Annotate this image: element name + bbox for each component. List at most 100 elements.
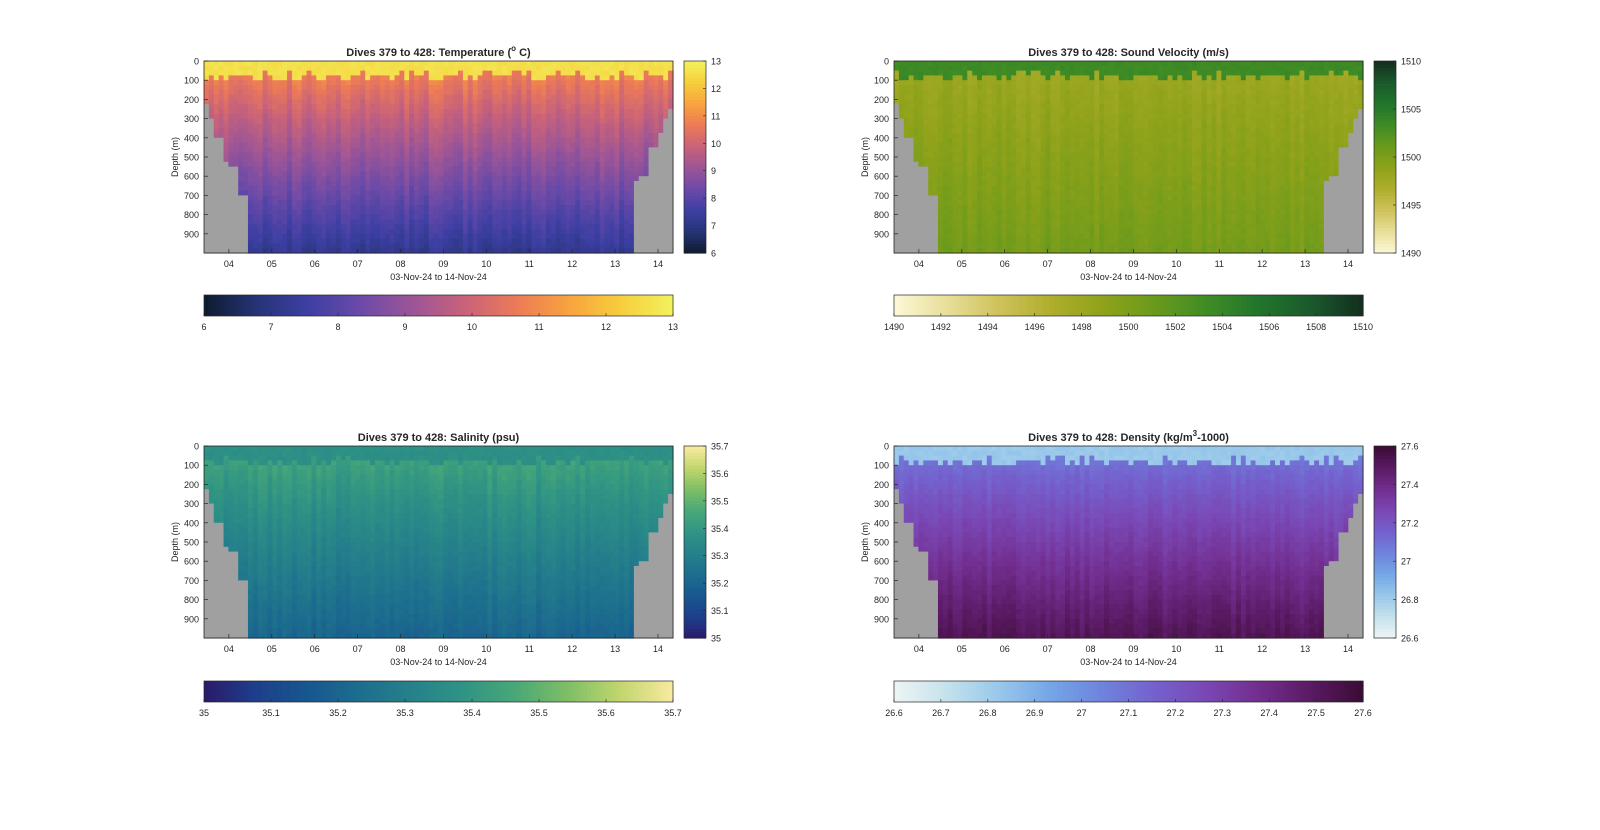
heatmap-cell bbox=[575, 142, 581, 148]
heatmap-cell bbox=[355, 185, 361, 192]
heatmap-cell bbox=[570, 70, 576, 76]
heatmap-cell bbox=[399, 75, 405, 81]
heatmap-cell bbox=[477, 147, 484, 153]
heatmap-cell bbox=[633, 104, 640, 110]
heatmap-cell bbox=[957, 224, 963, 230]
heatmap-cell bbox=[565, 61, 572, 67]
heatmap-cell bbox=[365, 99, 371, 105]
heatmap-cell bbox=[296, 94, 303, 100]
heatmap-cell bbox=[252, 128, 259, 134]
heatmap-cell bbox=[1001, 70, 1007, 76]
heatmap-cell bbox=[282, 65, 288, 72]
heatmap-cell bbox=[365, 142, 371, 148]
heatmap-cell bbox=[374, 161, 381, 168]
heatmap-cell bbox=[908, 65, 915, 72]
heatmap-cell bbox=[668, 128, 674, 134]
heatmap-cell bbox=[531, 118, 537, 124]
heatmap-cell bbox=[428, 185, 435, 192]
heatmap-cell bbox=[619, 181, 625, 187]
colorbar-tick-label: 11 bbox=[534, 322, 543, 332]
heatmap-cell bbox=[311, 157, 317, 163]
heatmap-cell bbox=[580, 80, 586, 86]
heatmap-cell bbox=[638, 161, 645, 168]
heatmap-cell bbox=[555, 65, 562, 72]
heatmap-cell bbox=[321, 109, 327, 115]
heatmap-cell bbox=[443, 128, 449, 134]
heatmap-cell bbox=[399, 99, 405, 105]
heatmap-cell bbox=[545, 137, 552, 144]
heatmap-cell bbox=[208, 205, 215, 211]
heatmap-cell bbox=[986, 89, 993, 96]
heatmap-cell bbox=[550, 123, 557, 129]
heatmap-cell bbox=[282, 75, 288, 81]
heatmap-cell bbox=[521, 224, 528, 230]
heatmap-cell bbox=[516, 243, 523, 249]
heatmap-cell bbox=[423, 113, 430, 120]
heatmap-cell bbox=[282, 104, 288, 110]
heatmap-cell bbox=[360, 142, 366, 148]
heatmap-cell bbox=[585, 147, 591, 153]
heatmap-cell bbox=[370, 238, 376, 244]
heatmap-cell bbox=[585, 61, 591, 67]
heatmap-cell bbox=[991, 219, 998, 225]
heatmap-cell bbox=[462, 147, 469, 153]
heatmap-cell bbox=[414, 157, 420, 163]
heatmap-cell bbox=[952, 109, 959, 115]
heatmap-cell bbox=[208, 200, 215, 206]
heatmap-cell bbox=[418, 104, 425, 110]
heatmap-cell bbox=[981, 118, 988, 124]
heatmap-cell bbox=[643, 200, 650, 206]
colorbar-swatch bbox=[446, 295, 451, 316]
heatmap-cell bbox=[487, 89, 493, 96]
heatmap-cell bbox=[365, 80, 371, 86]
heatmap-cell bbox=[428, 123, 435, 129]
heatmap-cell bbox=[233, 89, 239, 96]
heatmap-cell bbox=[394, 224, 401, 230]
heatmap-cell bbox=[589, 205, 596, 211]
colorbar-swatch bbox=[684, 131, 706, 136]
heatmap-cell bbox=[996, 65, 1003, 72]
heatmap-cell bbox=[331, 185, 337, 192]
colorbar-swatch bbox=[684, 67, 706, 72]
heatmap-cell bbox=[614, 94, 620, 100]
heatmap-cell bbox=[379, 209, 386, 216]
heatmap-cell bbox=[340, 185, 347, 192]
heatmap-cell bbox=[311, 190, 317, 196]
heatmap-cell bbox=[560, 118, 567, 124]
heatmap-cell bbox=[345, 205, 352, 211]
heatmap-cell bbox=[399, 219, 405, 225]
heatmap-cell bbox=[663, 65, 669, 72]
heatmap-cell bbox=[536, 161, 542, 168]
heatmap-cell bbox=[365, 137, 371, 144]
heatmap-cell bbox=[918, 75, 924, 81]
heatmap-cell bbox=[296, 200, 303, 206]
heatmap-cell bbox=[619, 70, 625, 76]
y-tick-label: 100 bbox=[184, 76, 199, 86]
heatmap-cell bbox=[516, 229, 523, 235]
heatmap-cell bbox=[267, 133, 273, 139]
colorbar-swatch bbox=[684, 109, 706, 113]
colorbar-swatch bbox=[489, 295, 494, 316]
colorbar-swatch bbox=[411, 295, 416, 316]
heatmap-cell bbox=[306, 75, 313, 81]
heatmap-cell bbox=[599, 214, 606, 220]
heatmap-cell bbox=[580, 75, 586, 81]
heatmap-cell bbox=[986, 133, 993, 139]
heatmap-cell bbox=[350, 219, 357, 225]
heatmap-cell bbox=[384, 147, 391, 153]
heatmap-cell bbox=[908, 190, 915, 196]
heatmap-cell bbox=[414, 61, 420, 67]
heatmap-cell bbox=[638, 109, 645, 115]
heatmap-cell bbox=[550, 89, 557, 96]
heatmap-cell bbox=[287, 113, 293, 120]
heatmap-cell bbox=[247, 238, 254, 244]
heatmap-cell bbox=[962, 137, 968, 144]
heatmap-cell bbox=[977, 137, 983, 144]
colorbar-swatch bbox=[403, 295, 408, 316]
heatmap-cell bbox=[638, 137, 645, 144]
heatmap-cell bbox=[404, 109, 410, 115]
heatmap-cell bbox=[986, 219, 993, 225]
heatmap-cell bbox=[928, 104, 934, 110]
heatmap-cell bbox=[374, 209, 381, 216]
heatmap-cell bbox=[580, 99, 586, 105]
